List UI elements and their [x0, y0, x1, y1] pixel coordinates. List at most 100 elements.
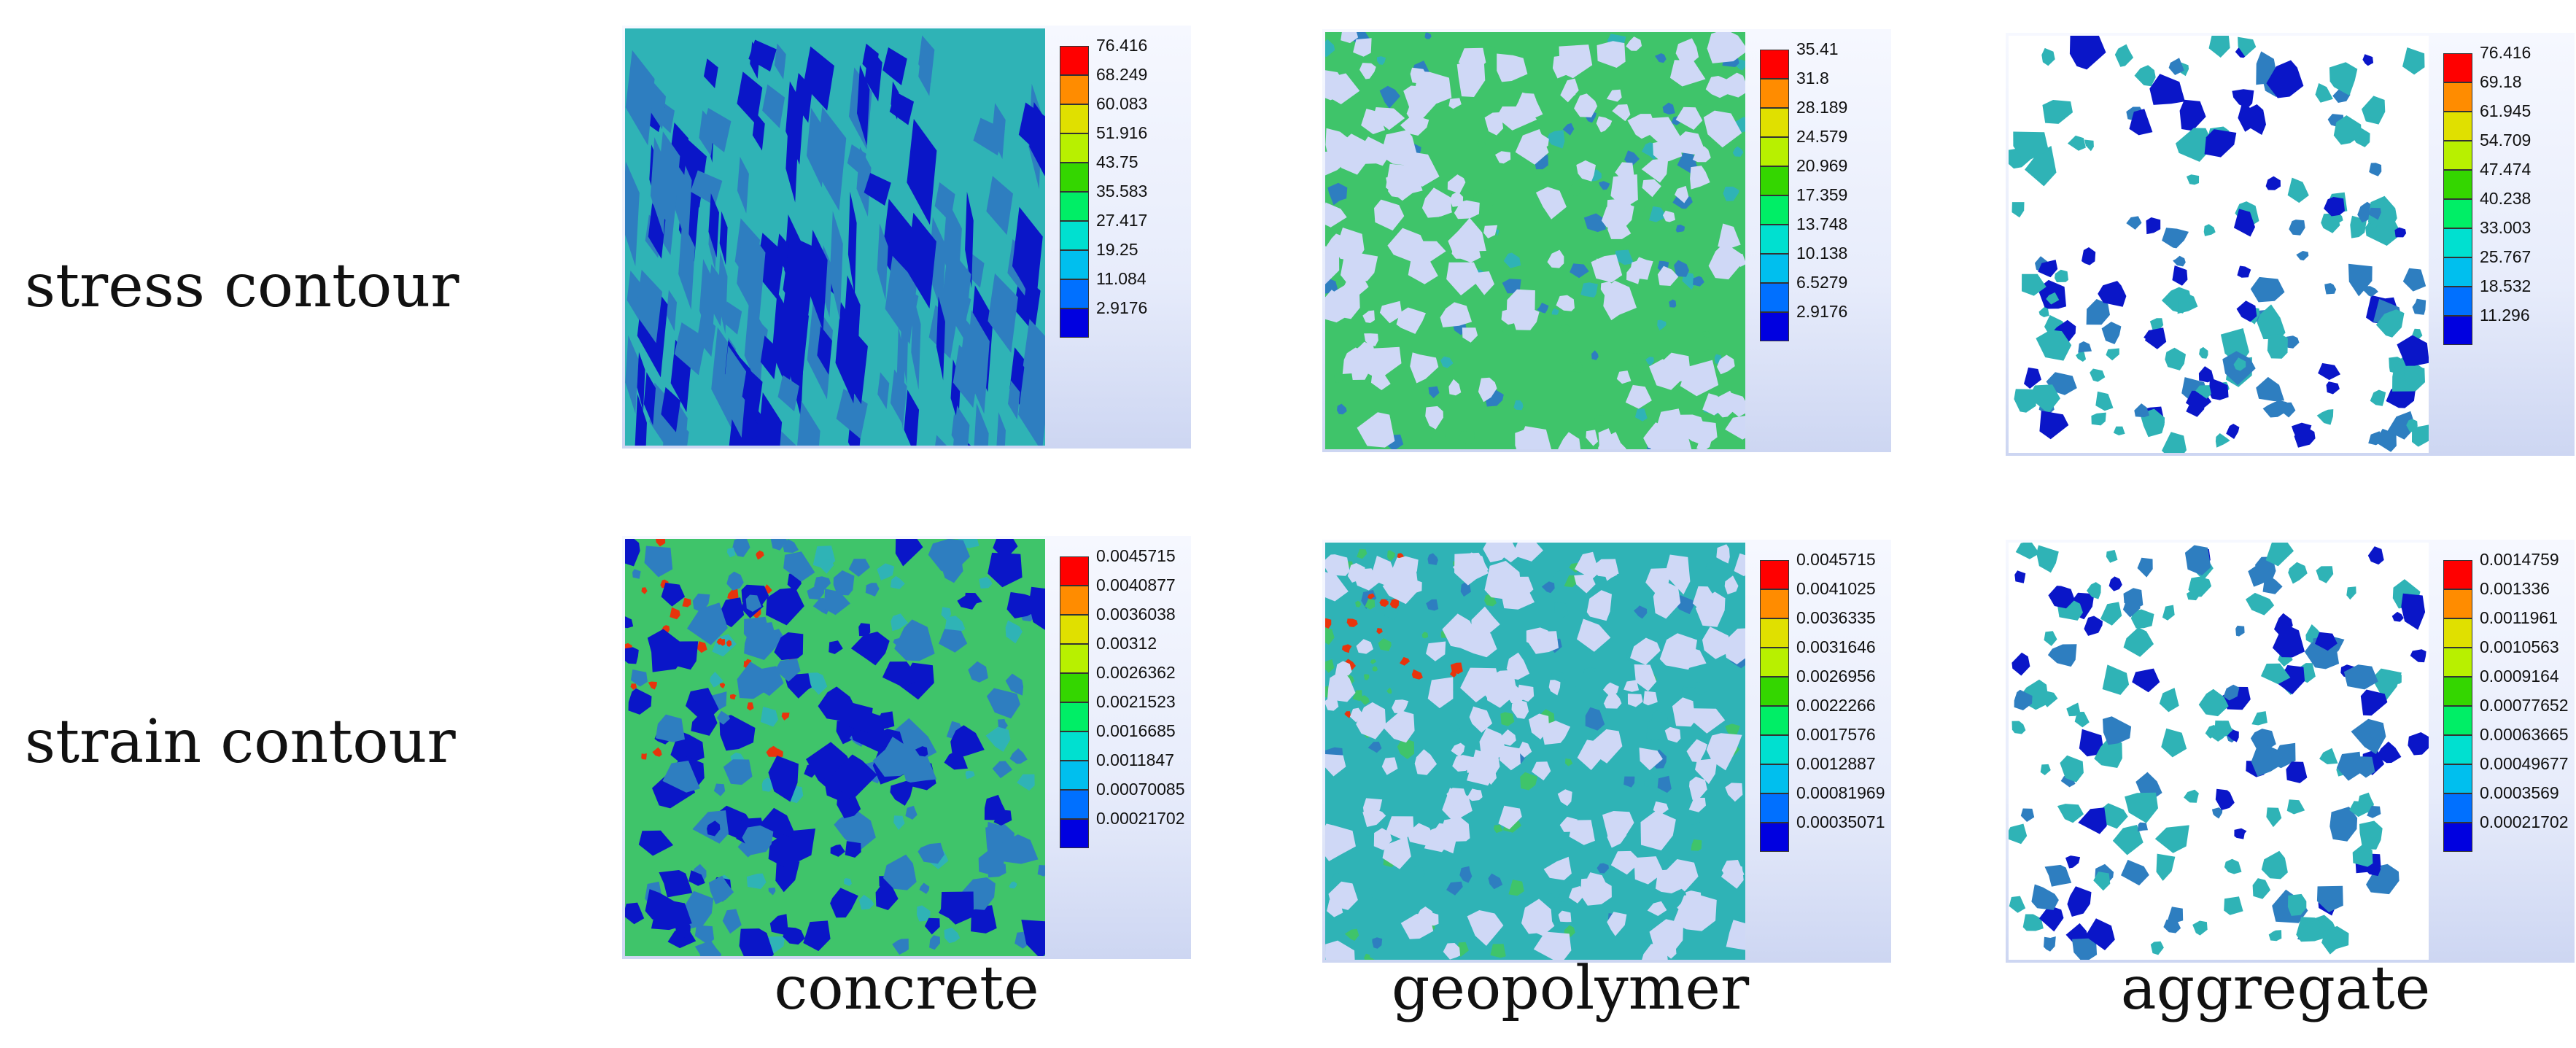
contour-grain: [2072, 938, 2098, 960]
contour-grain: [1325, 627, 1335, 645]
legend-swatch: [2443, 257, 2472, 287]
legend-tick-label: 76.416: [1096, 36, 1148, 55]
contour-grain: [2237, 265, 2251, 278]
contour-grain: [1325, 753, 1346, 777]
contour-grain: [2095, 391, 2114, 411]
contour-grain: [1603, 682, 1619, 696]
contour-grain: [647, 629, 683, 672]
contour-grain: [1325, 128, 1350, 159]
contour-grain: [1709, 390, 1737, 418]
contour-grain: [1615, 162, 1634, 183]
legend-swatch: [2443, 589, 2472, 618]
legend-swatch: [1760, 50, 1789, 79]
contour-grain: [1009, 748, 1028, 764]
contour-grain: [1342, 644, 1352, 653]
contour-grain: [648, 681, 657, 690]
contour-grain: [2404, 368, 2425, 392]
contour-grain: [1662, 210, 1675, 222]
legend-tick-label: 0.0045715: [1796, 550, 1876, 569]
column-label-concrete: concrete: [774, 954, 1039, 1023]
contour-grain: [1591, 350, 1599, 360]
contour-grain: [1332, 872, 1341, 885]
contour-grain: [2232, 89, 2254, 109]
legend-swatch: [1060, 221, 1089, 250]
contour-streak: [942, 246, 971, 340]
contour-grain: [1479, 727, 1507, 759]
contour-grain: [1325, 659, 1335, 673]
contour-grain: [1005, 620, 1023, 644]
contour-grain: [2369, 163, 2382, 176]
legend-tick-label: 0.0036335: [1796, 608, 1876, 627]
legend-swatch: [2443, 677, 2472, 706]
contour-streak: [806, 108, 827, 187]
contour-grain: [2162, 432, 2187, 453]
contour-grain: [839, 702, 873, 733]
contour-grain: [978, 848, 1004, 877]
contour-grain: [894, 619, 935, 661]
contour-grain: [1577, 618, 1611, 652]
legend-tick-label: 28.189: [1796, 98, 1848, 117]
contour-grain: [732, 539, 750, 557]
legend-tick-label: 0.0041025: [1796, 579, 1876, 598]
contour-field: [625, 28, 1045, 446]
contour-grain: [1376, 628, 1383, 634]
contour-grain: [1462, 327, 1478, 343]
contour-grain: [2203, 224, 2216, 236]
contour-grain: [1723, 186, 1739, 201]
contour-grain: [985, 726, 1011, 752]
contour-grain: [905, 805, 917, 820]
contour-grain: [1364, 144, 1384, 164]
legend-swatch: [1760, 618, 1789, 648]
contour-grain: [1498, 805, 1522, 830]
contour-streak: [703, 58, 718, 88]
legend-tick-label: 0.00049677: [2480, 754, 2569, 773]
contour-grain: [1332, 228, 1365, 262]
contour-grain: [2082, 247, 2096, 265]
contour-grain: [687, 602, 728, 645]
contour-grain: [2187, 589, 2200, 601]
contour-grain: [1417, 907, 1435, 926]
contour-grain: [1689, 776, 1707, 800]
contour-grain: [1560, 323, 1571, 334]
contour-grain: [1373, 107, 1405, 131]
contour-grain: [1389, 139, 1411, 164]
contour-grain: [1370, 556, 1397, 586]
contour-streak: [951, 414, 963, 446]
contour-grain: [1669, 299, 1677, 308]
contour-grain: [1397, 553, 1405, 559]
contour-grain: [719, 639, 726, 646]
legend-swatch: [2443, 53, 2472, 82]
legend-tick-label: 0.00070085: [1096, 780, 1185, 799]
contour-grain: [723, 759, 753, 785]
legend-swatch: [1060, 279, 1089, 308]
contour-streak: [707, 264, 725, 327]
contour-grain: [829, 640, 843, 654]
contour-grain: [2014, 570, 2026, 583]
legend-tick-label: 0.00077652: [2480, 696, 2569, 715]
contour-streak: [790, 310, 804, 418]
contour-grain: [1585, 707, 1605, 731]
contour-grain: [1483, 45, 1498, 58]
contour-grain: [713, 783, 726, 796]
contour-grain: [1382, 571, 1419, 605]
legend-tick-label: 0.0014759: [2480, 550, 2559, 569]
contour-grain: [1513, 400, 1524, 411]
contour-grain: [2346, 586, 2356, 600]
contour-grain: [1707, 32, 1745, 63]
contour-grain: [769, 914, 788, 936]
contour-grain: [1454, 200, 1480, 220]
contour-grain: [2038, 905, 2064, 932]
contour-grain: [1580, 282, 1598, 298]
contour-grain: [2406, 419, 2418, 433]
contour-grain: [2040, 764, 2051, 775]
legend-tick-label: 76.416: [2480, 43, 2532, 62]
contour-grain: [1642, 179, 1661, 198]
contour-grain: [1381, 757, 1398, 775]
contour-grain: [1325, 554, 1350, 576]
contour-grain: [2078, 807, 2107, 834]
contour-grain: [1597, 432, 1626, 449]
contour-grain: [1325, 618, 1332, 629]
legend-tick-label: 0.0026362: [1096, 663, 1176, 682]
contour-grain: [877, 563, 895, 581]
legend-swatch: [1760, 764, 1789, 793]
